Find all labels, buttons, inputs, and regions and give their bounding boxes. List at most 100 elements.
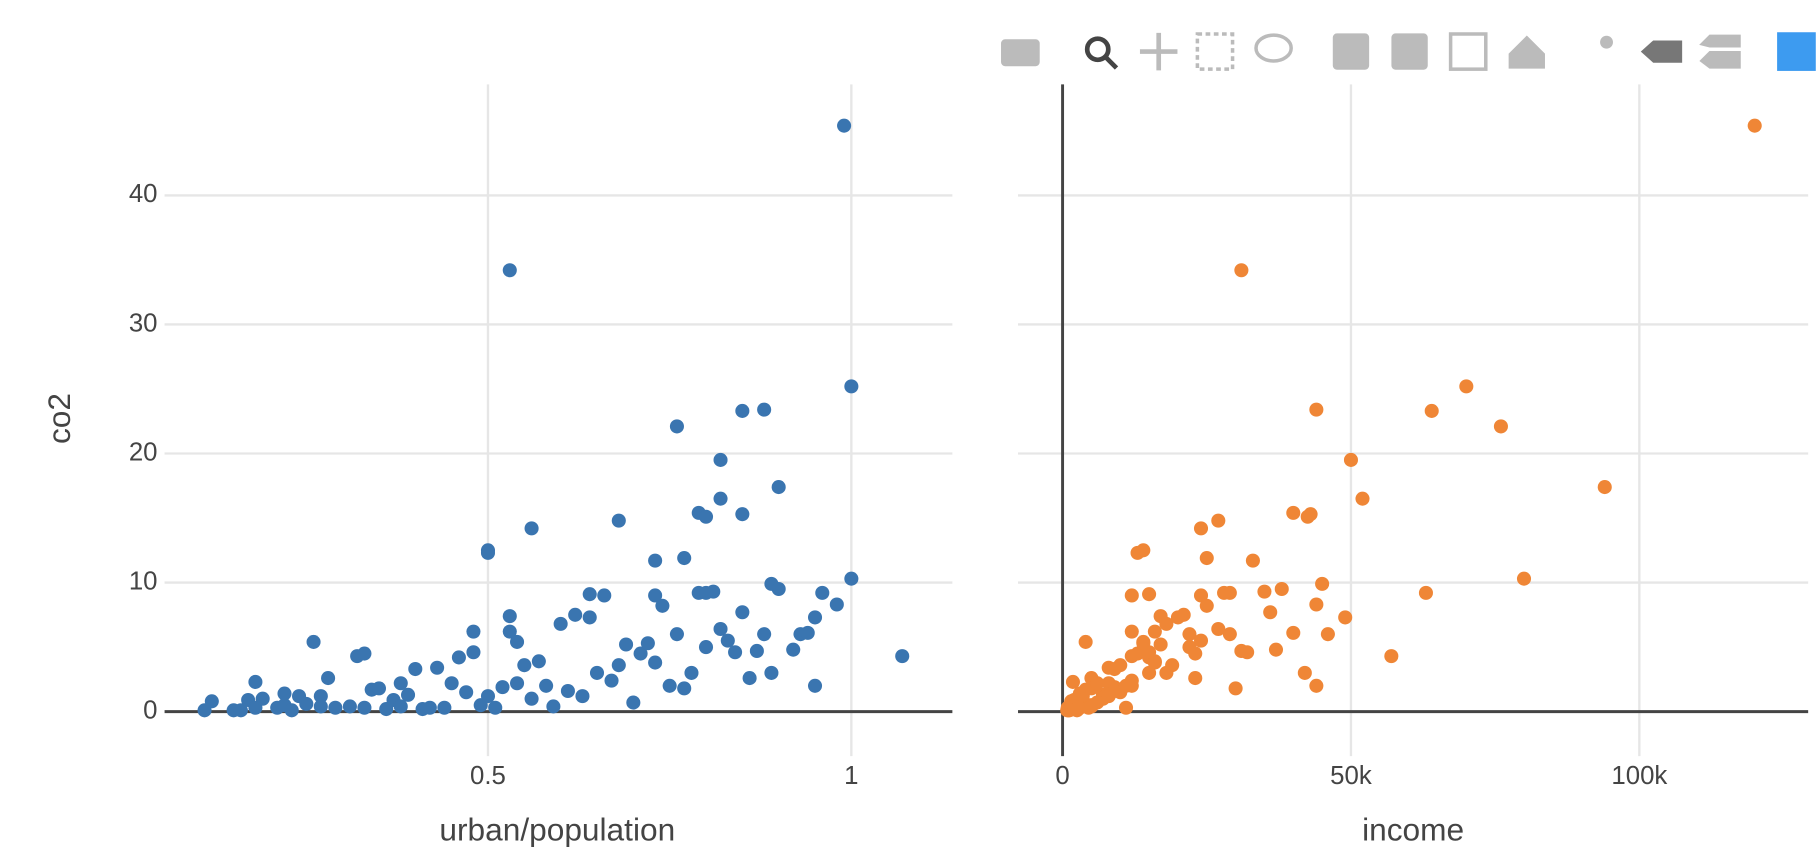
point <box>517 658 532 673</box>
y-tick-label: 40 <box>129 180 158 208</box>
point <box>771 581 786 597</box>
point <box>204 694 219 709</box>
point <box>684 665 699 680</box>
point <box>1101 689 1116 704</box>
point <box>1384 649 1399 664</box>
point <box>728 645 743 660</box>
point <box>713 491 728 506</box>
point <box>1459 379 1474 394</box>
point <box>589 665 605 680</box>
point <box>640 636 655 651</box>
zoom-handle[interactable] <box>1103 54 1119 70</box>
box-select-icon[interactable] <box>1195 32 1235 71</box>
point <box>510 676 525 691</box>
point <box>277 686 292 701</box>
point <box>582 587 597 602</box>
spike-icon[interactable] <box>1600 35 1613 49</box>
point <box>1090 695 1105 710</box>
y-tick-label: 0 <box>143 696 157 724</box>
point <box>698 585 714 600</box>
point <box>357 646 372 661</box>
point <box>422 700 437 715</box>
point <box>735 507 750 522</box>
point <box>1493 419 1508 434</box>
point <box>510 634 525 649</box>
point <box>1263 605 1278 620</box>
point <box>502 263 517 278</box>
camera-icon[interactable] <box>1001 39 1040 67</box>
point <box>582 610 597 625</box>
point <box>495 680 510 695</box>
point <box>648 553 663 568</box>
point <box>720 633 735 648</box>
lasso-icon[interactable] <box>1254 33 1293 63</box>
point <box>1245 553 1260 568</box>
plot-area <box>1018 84 1809 757</box>
point <box>1193 588 1209 603</box>
point <box>895 649 910 664</box>
point <box>371 681 387 696</box>
point <box>1338 610 1353 625</box>
point <box>1228 681 1243 696</box>
point <box>1211 621 1226 637</box>
zoom-icon[interactable] <box>1084 36 1111 63</box>
point <box>742 671 757 686</box>
point <box>757 402 772 417</box>
point <box>342 699 357 714</box>
point <box>611 513 626 528</box>
point <box>764 665 779 680</box>
hover-closest-icon[interactable] <box>1640 40 1683 63</box>
y-tick-label: 20 <box>129 438 158 466</box>
y-tick-label: 30 <box>129 309 158 337</box>
point <box>786 642 801 657</box>
point <box>393 699 408 714</box>
point <box>604 673 619 688</box>
point <box>444 676 459 691</box>
plotly-logo[interactable] <box>1777 32 1816 71</box>
zoom-out-icon[interactable] <box>1391 33 1428 70</box>
point <box>459 685 474 700</box>
point <box>1343 452 1359 467</box>
x-axis-title: income <box>1362 812 1464 848</box>
point <box>1153 637 1168 652</box>
point <box>1309 678 1324 693</box>
point <box>1065 674 1080 689</box>
pan-icon[interactable] <box>1139 32 1178 71</box>
point <box>757 627 772 642</box>
point <box>1424 403 1439 418</box>
modebar[interactable] <box>1001 32 1816 71</box>
point <box>1300 509 1315 524</box>
point <box>233 703 248 718</box>
point <box>1297 665 1312 680</box>
point <box>437 700 452 715</box>
point <box>1234 263 1249 278</box>
hover-compare-icon[interactable] <box>1699 34 1741 69</box>
point <box>1113 658 1128 673</box>
point <box>677 681 692 696</box>
point <box>480 689 496 704</box>
point <box>1193 633 1209 648</box>
point <box>698 640 714 655</box>
zoom-in-icon[interactable] <box>1332 33 1370 70</box>
autoscale-icon[interactable] <box>1448 32 1488 71</box>
point <box>1597 480 1612 495</box>
point <box>677 551 692 566</box>
point <box>1222 627 1237 642</box>
point <box>735 403 750 418</box>
point <box>1142 587 1157 602</box>
point <box>1136 636 1151 651</box>
point <box>837 118 852 133</box>
point <box>1286 505 1301 520</box>
point <box>1130 646 1145 661</box>
point <box>655 598 670 613</box>
home-icon[interactable] <box>1508 35 1545 69</box>
point <box>1170 610 1185 625</box>
point <box>1147 624 1162 639</box>
point <box>539 678 554 693</box>
point <box>488 700 503 715</box>
point <box>575 689 590 704</box>
point <box>1182 627 1197 642</box>
point <box>401 687 416 702</box>
point <box>1188 671 1203 686</box>
